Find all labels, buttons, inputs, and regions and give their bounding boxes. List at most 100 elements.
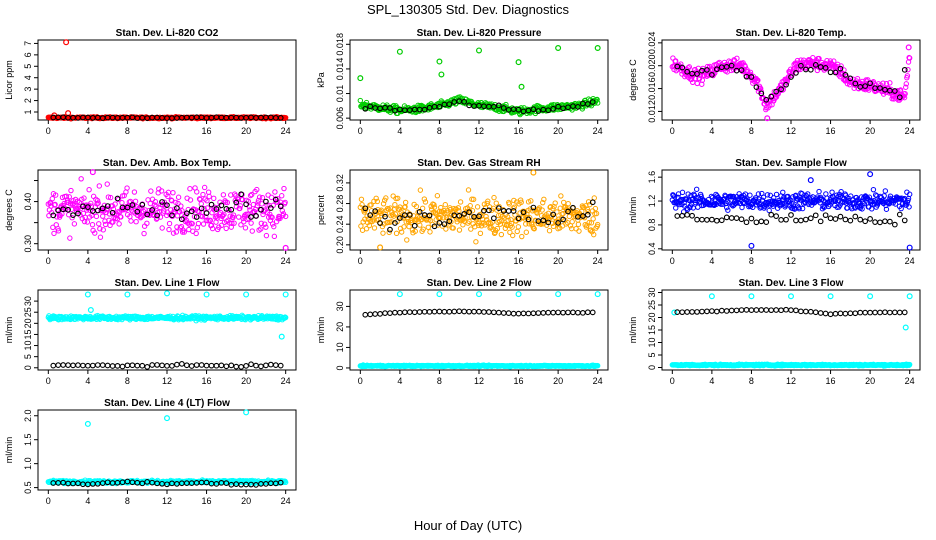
- outlier-point: [867, 293, 874, 300]
- data-point: [829, 189, 835, 195]
- mean-point: [723, 214, 730, 221]
- mean-point: [575, 309, 581, 316]
- data-point: [393, 230, 400, 237]
- mean-point: [753, 219, 760, 226]
- data-point: [707, 63, 713, 70]
- mean-point: [862, 309, 869, 316]
- y-tick-label: 0.4: [647, 243, 657, 256]
- y-tick-label: 15: [647, 325, 657, 335]
- mean-point: [704, 67, 710, 73]
- mean-point: [704, 308, 710, 315]
- mean-point: [55, 362, 62, 369]
- y-tick-label: 0.006: [335, 107, 345, 130]
- mean-point: [372, 311, 379, 317]
- x-tick-label: 20: [241, 376, 251, 386]
- mean-point: [50, 362, 57, 369]
- mean-point: [709, 71, 715, 78]
- outlier-point: [518, 83, 525, 90]
- mean-point: [738, 67, 745, 73]
- mean-point: [213, 362, 220, 369]
- y-tick-label: 0.20: [335, 236, 345, 254]
- outlier-point: [764, 115, 771, 122]
- mean-point: [718, 307, 725, 314]
- x-tick-label: 16: [514, 256, 524, 266]
- mean-point: [798, 308, 804, 315]
- mean-point: [817, 310, 824, 316]
- data-point: [67, 201, 74, 207]
- data-point: [357, 97, 364, 104]
- outlier-point: [515, 59, 522, 66]
- y-tick-label: 15: [23, 329, 33, 339]
- mean-point: [109, 363, 116, 369]
- y-axis-label: percent: [316, 194, 326, 225]
- data-point: [170, 190, 176, 196]
- mean-point: [788, 307, 794, 313]
- mean-point: [807, 215, 814, 222]
- y-tick-label: 10: [647, 337, 657, 347]
- mean-point: [807, 308, 814, 315]
- mean-point: [713, 308, 720, 315]
- x-tick-label: 8: [749, 376, 754, 386]
- data-point: [193, 230, 199, 237]
- data-point: [198, 201, 204, 207]
- mean-point: [901, 66, 908, 73]
- mean-point: [817, 218, 824, 225]
- data-point: [558, 193, 564, 199]
- y-tick-label: 1.5: [23, 433, 33, 446]
- data-point: [84, 219, 91, 225]
- mean-point: [169, 363, 175, 369]
- data-point: [100, 213, 106, 219]
- mean-point: [793, 70, 799, 76]
- data-point: [272, 189, 278, 195]
- mean-point: [728, 215, 735, 221]
- x-tick-label: 24: [281, 126, 291, 136]
- data-point: [81, 195, 87, 201]
- data-point: [187, 186, 193, 192]
- mean-point: [743, 307, 750, 313]
- x-tick-label: 8: [125, 496, 130, 506]
- y-tick-label: 0.014: [335, 58, 345, 81]
- outlier-point: [243, 291, 250, 298]
- data-point: [491, 194, 497, 201]
- x-tick-label: 4: [709, 126, 714, 136]
- data-point: [93, 213, 100, 220]
- mean-point: [579, 309, 586, 316]
- data-point: [573, 226, 579, 232]
- y-tick-label: 20: [647, 312, 657, 322]
- data-point: [758, 88, 764, 95]
- data-point: [166, 220, 173, 227]
- mean-point: [416, 309, 423, 315]
- data-point: [88, 200, 94, 207]
- mean-point: [99, 362, 106, 368]
- x-tick-label: 20: [553, 376, 563, 386]
- data-point: [52, 201, 58, 208]
- data-point: [425, 224, 431, 230]
- y-tick-label: 10: [23, 341, 33, 351]
- y-tick-label: 0.8: [647, 219, 657, 232]
- data-point: [105, 194, 112, 200]
- mean-point: [520, 310, 527, 317]
- mean-point: [778, 216, 784, 223]
- x-tick-label: 0: [358, 256, 363, 266]
- data-point: [903, 84, 909, 90]
- mean-point: [807, 66, 814, 73]
- outlier-point: [282, 291, 289, 298]
- outlier-point: [555, 44, 562, 51]
- mean-point: [891, 88, 898, 94]
- mean-point: [193, 362, 200, 368]
- mean-point: [778, 86, 784, 93]
- data-points: [45, 409, 289, 488]
- mean-point: [525, 310, 532, 317]
- mean-point: [272, 362, 279, 368]
- mean-point: [421, 106, 428, 113]
- y-tick-label: 0.024: [647, 32, 657, 55]
- mean-point: [584, 101, 591, 107]
- x-tick-label: 4: [397, 376, 402, 386]
- mean-point: [208, 362, 215, 369]
- x-tick-label: 0: [670, 376, 675, 386]
- mean-point: [387, 310, 393, 316]
- x-tick-label: 20: [865, 126, 875, 136]
